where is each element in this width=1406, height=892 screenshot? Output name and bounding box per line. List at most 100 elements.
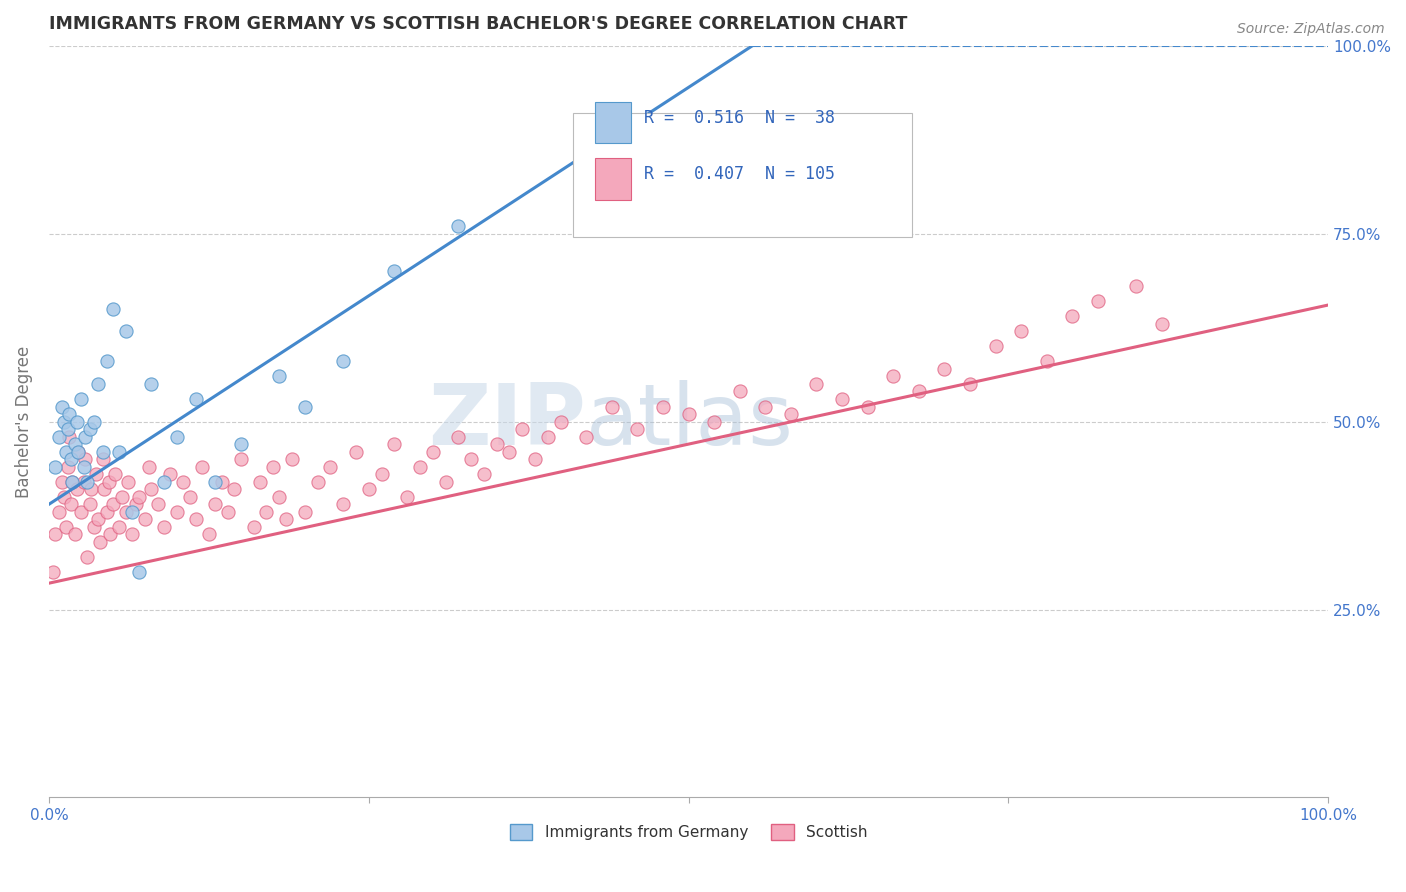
- Point: [191, 459, 214, 474]
- Point: [128, 565, 150, 579]
- Point: [53, 490, 76, 504]
- Point: [184, 512, 207, 526]
- Point: [575, 152, 598, 166]
- Point: [1087, 294, 1109, 309]
- Point: [198, 527, 221, 541]
- Point: [959, 376, 981, 391]
- Point: [59, 497, 82, 511]
- Point: [678, 407, 700, 421]
- Y-axis label: Bachelor's Degree: Bachelor's Degree: [15, 345, 32, 498]
- Point: [172, 475, 194, 489]
- Point: [224, 482, 246, 496]
- Legend: Immigrants from Germany, Scottish: Immigrants from Germany, Scottish: [503, 818, 873, 847]
- Point: [63, 527, 86, 541]
- Point: [51, 400, 73, 414]
- Point: [600, 400, 623, 414]
- Point: [146, 497, 169, 511]
- Point: [1125, 279, 1147, 293]
- Point: [524, 452, 547, 467]
- Point: [53, 415, 76, 429]
- Point: [121, 505, 143, 519]
- Point: [294, 400, 316, 414]
- Point: [153, 520, 176, 534]
- Point: [229, 437, 252, 451]
- Point: [72, 459, 94, 474]
- Point: [934, 362, 956, 376]
- Point: [166, 429, 188, 443]
- Point: [70, 392, 93, 406]
- Point: [96, 354, 118, 368]
- Point: [229, 452, 252, 467]
- Point: [550, 415, 572, 429]
- Point: [59, 452, 82, 467]
- Text: ZIP: ZIP: [429, 380, 586, 463]
- Point: [307, 475, 329, 489]
- Point: [60, 475, 83, 489]
- Point: [1035, 354, 1057, 368]
- Point: [111, 490, 134, 504]
- Text: R =  0.516: R = 0.516: [644, 109, 744, 127]
- Point: [91, 444, 114, 458]
- Point: [51, 475, 73, 489]
- Text: N = 105: N = 105: [765, 166, 835, 184]
- Point: [58, 407, 80, 421]
- Point: [319, 459, 342, 474]
- Point: [121, 527, 143, 541]
- Point: [728, 384, 751, 399]
- Point: [83, 415, 105, 429]
- Point: [63, 437, 86, 451]
- Point: [249, 475, 271, 489]
- Point: [70, 505, 93, 519]
- Point: [98, 475, 121, 489]
- Point: [67, 444, 90, 458]
- Point: [498, 444, 520, 458]
- Point: [83, 520, 105, 534]
- Point: [332, 354, 354, 368]
- Point: [86, 376, 108, 391]
- Point: [91, 452, 114, 467]
- Point: [138, 459, 160, 474]
- Point: [125, 497, 148, 511]
- Point: [211, 475, 233, 489]
- Point: [128, 490, 150, 504]
- Point: [882, 369, 904, 384]
- Point: [114, 324, 136, 338]
- Point: [101, 301, 124, 316]
- Point: [96, 505, 118, 519]
- Point: [357, 482, 380, 496]
- Point: [274, 512, 297, 526]
- Point: [780, 407, 803, 421]
- Point: [626, 422, 648, 436]
- Point: [58, 429, 80, 443]
- Point: [117, 475, 139, 489]
- Text: N =  38: N = 38: [765, 109, 835, 127]
- Point: [422, 444, 444, 458]
- Point: [447, 429, 470, 443]
- Text: Source: ZipAtlas.com: Source: ZipAtlas.com: [1237, 22, 1385, 37]
- Point: [66, 415, 89, 429]
- Point: [108, 444, 131, 458]
- Bar: [595, 159, 631, 200]
- Point: [153, 475, 176, 489]
- Point: [44, 459, 66, 474]
- Point: [485, 437, 508, 451]
- Point: [66, 482, 89, 496]
- Point: [55, 520, 77, 534]
- Point: [262, 459, 284, 474]
- Point: [409, 459, 432, 474]
- FancyBboxPatch shape: [574, 113, 912, 237]
- Point: [294, 505, 316, 519]
- Point: [44, 527, 66, 541]
- Point: [134, 512, 156, 526]
- Point: [382, 437, 405, 451]
- Point: [344, 444, 367, 458]
- Point: [575, 429, 598, 443]
- Point: [79, 422, 101, 436]
- Point: [472, 467, 495, 482]
- Point: [48, 505, 70, 519]
- Point: [93, 482, 115, 496]
- Point: [269, 369, 291, 384]
- Point: [447, 219, 470, 233]
- Point: [60, 475, 83, 489]
- Point: [114, 505, 136, 519]
